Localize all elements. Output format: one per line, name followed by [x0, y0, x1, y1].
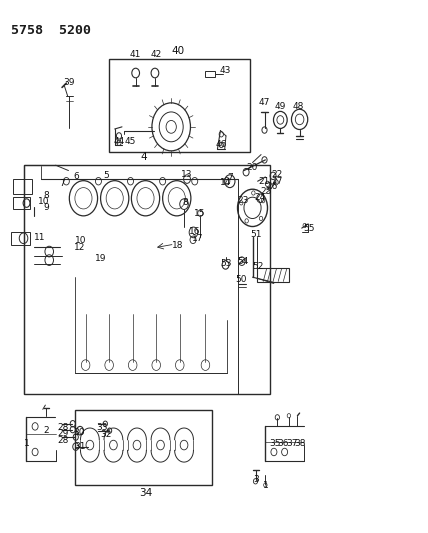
- Text: 55: 55: [303, 224, 315, 232]
- Text: 3: 3: [253, 475, 259, 484]
- Text: 10: 10: [38, 197, 49, 206]
- Text: 31: 31: [75, 442, 86, 451]
- Text: 38: 38: [295, 439, 306, 448]
- Text: 50: 50: [235, 276, 246, 284]
- Text: 41: 41: [129, 50, 140, 59]
- Text: 44: 44: [113, 137, 125, 146]
- Text: 16: 16: [189, 228, 200, 236]
- Text: 21: 21: [259, 177, 270, 185]
- Bar: [24, 165, 270, 394]
- Text: 39: 39: [64, 78, 75, 87]
- Bar: [13, 197, 30, 209]
- Text: 9: 9: [43, 204, 49, 212]
- Text: 25: 25: [261, 188, 272, 196]
- Text: 40: 40: [171, 46, 184, 55]
- Text: 4: 4: [140, 152, 147, 162]
- Text: 26: 26: [266, 182, 277, 191]
- Text: 43: 43: [220, 66, 231, 75]
- Text: 1: 1: [24, 439, 30, 448]
- Text: 34: 34: [139, 488, 152, 498]
- Text: 54: 54: [237, 257, 248, 265]
- Text: 24: 24: [255, 193, 266, 201]
- Text: 49: 49: [275, 102, 286, 111]
- Bar: [257, 268, 289, 282]
- Text: 28: 28: [58, 437, 69, 445]
- Text: 14: 14: [220, 179, 231, 187]
- Text: 2: 2: [43, 426, 49, 435]
- Text: 11: 11: [34, 233, 45, 241]
- Text: 51: 51: [250, 230, 262, 239]
- Text: 52: 52: [252, 262, 263, 271]
- Text: 8: 8: [182, 198, 188, 207]
- Text: 30: 30: [74, 429, 85, 437]
- Text: 5: 5: [103, 172, 109, 180]
- Text: 29: 29: [57, 430, 68, 438]
- Bar: [109, 59, 250, 152]
- Text: 23: 23: [238, 197, 249, 205]
- Text: 15: 15: [194, 209, 205, 217]
- Bar: [11, 232, 30, 245]
- Bar: [13, 179, 32, 194]
- Text: 1: 1: [263, 481, 269, 489]
- Text: 37: 37: [286, 439, 297, 448]
- Text: 36: 36: [278, 439, 289, 448]
- Text: 27: 27: [272, 177, 283, 185]
- Text: 17: 17: [192, 234, 203, 243]
- Text: 6: 6: [73, 173, 79, 181]
- Text: 47: 47: [259, 98, 270, 107]
- Text: 33: 33: [96, 424, 107, 432]
- Text: 48: 48: [293, 102, 304, 111]
- Bar: [75, 410, 212, 485]
- Text: 13: 13: [181, 171, 193, 179]
- Text: 18: 18: [172, 241, 183, 249]
- Text: 32: 32: [101, 431, 112, 439]
- Text: 28: 28: [58, 424, 69, 432]
- Text: 42: 42: [151, 50, 162, 59]
- Text: 8: 8: [43, 191, 49, 200]
- Text: 19: 19: [95, 254, 106, 263]
- Text: 5758  5200: 5758 5200: [11, 24, 91, 37]
- Text: 35: 35: [270, 439, 281, 448]
- Text: 22: 22: [272, 171, 283, 179]
- Text: 7: 7: [227, 173, 233, 182]
- Text: 10: 10: [75, 237, 86, 245]
- Text: 45: 45: [125, 137, 136, 146]
- Bar: [205, 71, 215, 77]
- Text: 53: 53: [220, 260, 231, 268]
- Text: 20: 20: [247, 164, 258, 172]
- Text: 46: 46: [216, 141, 227, 149]
- Text: 7: 7: [59, 180, 65, 188]
- Text: 12: 12: [74, 244, 85, 252]
